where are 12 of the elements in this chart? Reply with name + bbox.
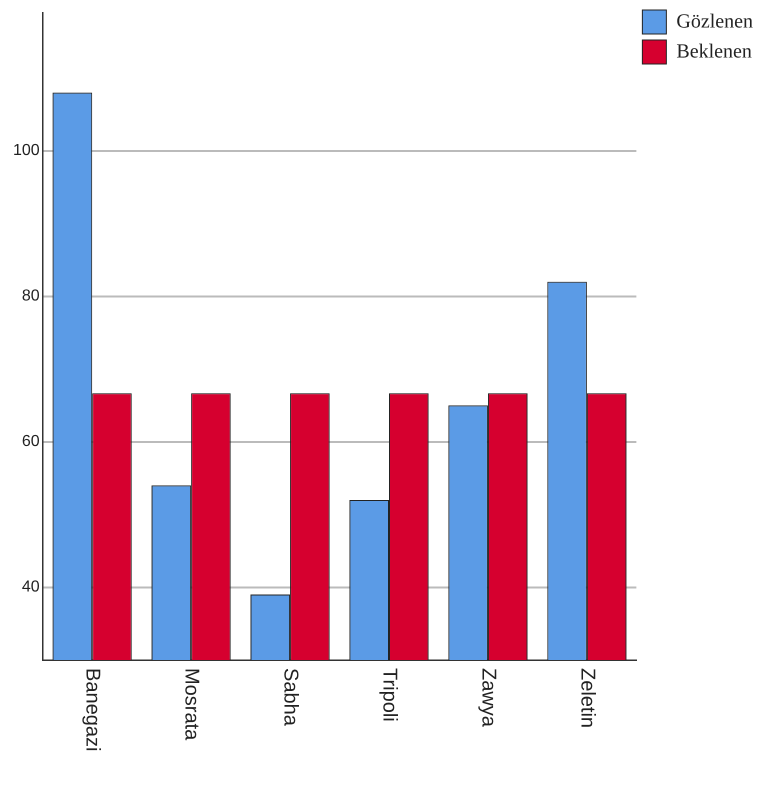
y-tick-label: 80 <box>22 288 40 305</box>
x-tick-label: Sabha <box>280 668 302 727</box>
legend-label: Gözlenen <box>676 10 754 32</box>
x-tick-label: Banegazi <box>82 668 104 752</box>
legend-label: Beklenen <box>676 40 752 62</box>
y-tick-label: 40 <box>22 578 40 596</box>
y-tick-label: 60 <box>22 433 40 450</box>
y-tick-label: 100 <box>12 142 40 160</box>
x-tick-label: Zawya <box>477 668 500 728</box>
x-tick-label: Mosrata <box>180 668 203 742</box>
x-tick-label: Tripoli <box>378 668 400 722</box>
x-tick-label: Zeletin <box>576 668 598 728</box>
